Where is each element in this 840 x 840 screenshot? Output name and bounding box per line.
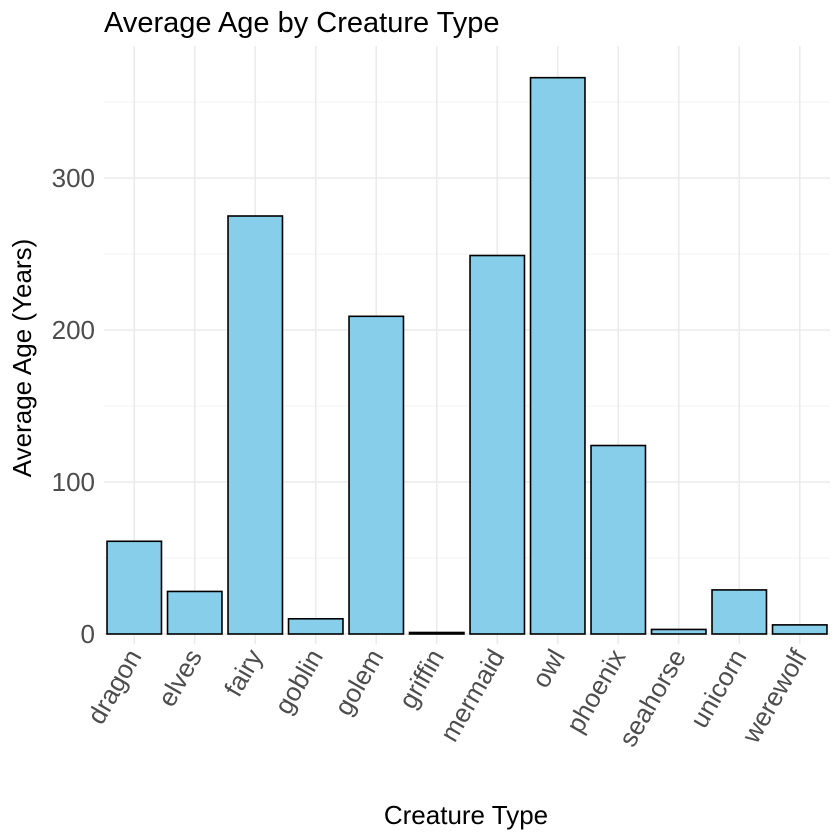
y-tick-label: 200 — [52, 315, 95, 345]
y-tick-label: 300 — [52, 163, 95, 193]
bar-owl — [529, 76, 586, 635]
bar-fairy — [227, 215, 284, 635]
bar-unicorn — [711, 589, 768, 635]
bar-golem — [348, 315, 405, 635]
chart-title: Average Age by Creature Type — [104, 7, 500, 39]
x-tick-label-unicorn: unicorn — [684, 644, 753, 733]
y-axis-title: Average Age (Years) — [7, 239, 37, 478]
bar-elves — [166, 590, 223, 635]
x-tick-label-goblin: goblin — [268, 644, 329, 719]
grid — [104, 46, 830, 644]
bar-werewolf — [771, 624, 828, 635]
x-axis-ticks: dragon elves fairy goblin golem griffinmermai… — [81, 643, 813, 751]
bar-seahorse — [650, 628, 707, 635]
y-axis-ticks: 0 100 200 300 — [52, 163, 95, 649]
bar-phoenix — [590, 444, 647, 635]
x-tick-label-elves: elves — [152, 644, 208, 712]
bar-dragon — [106, 540, 163, 635]
x-tick-label-griffin: griffin — [392, 644, 450, 714]
bar-goblin — [287, 617, 344, 635]
bar-griffin — [408, 631, 465, 635]
x-tick-label-fairy: fairy — [218, 644, 269, 702]
x-tick-label-owl: owl — [525, 644, 570, 693]
y-tick-label: 0 — [81, 619, 95, 649]
bars — [106, 76, 828, 635]
x-tick-label-dragon: dragon — [81, 644, 147, 729]
x-tick-label-golem: golem — [328, 644, 389, 720]
bar-mermaid — [469, 254, 526, 635]
x-axis-title: Creature Type — [384, 800, 548, 830]
y-tick-label: 100 — [52, 467, 95, 497]
